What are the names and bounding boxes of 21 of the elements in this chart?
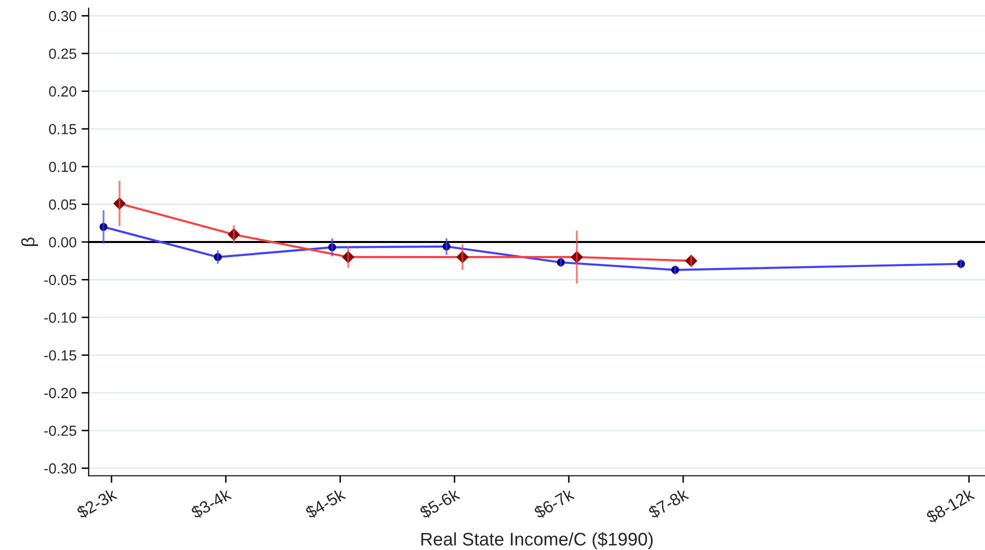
y-tick-label: -0.20 [44, 388, 76, 398]
y-tick-label: 0.25 [49, 48, 76, 59]
x-axis-title: Real State Income/C ($1990) [421, 532, 653, 550]
y-tick-label: -0.05 [44, 274, 76, 286]
y-tick-label: 0.10 [49, 162, 76, 172]
y-axis-title: β [21, 238, 38, 246]
x-tick-label: $2-3k [75, 487, 118, 520]
x-tick-label: $3-4k [190, 487, 232, 520]
y-tick-label: 0.00 [49, 237, 76, 248]
y-tick-label: 0.15 [49, 124, 76, 134]
x-tick-label: $6-7k [532, 487, 576, 520]
y-tick-label: 0.05 [49, 199, 76, 210]
y-tick-label: 0.20 [49, 86, 76, 97]
y-tick-label: -0.25 [44, 426, 76, 436]
x-tick-label: $4-5k [304, 487, 347, 520]
y-tick-label: -0.30 [44, 463, 76, 474]
x-tick-label: $7-8k [647, 487, 690, 520]
y-tick-label: -0.10 [44, 312, 76, 323]
x-tick-label: $5-6k [418, 487, 462, 520]
y-tick-label: -0.15 [44, 350, 76, 361]
y-tick-label: 0.30 [49, 10, 76, 22]
